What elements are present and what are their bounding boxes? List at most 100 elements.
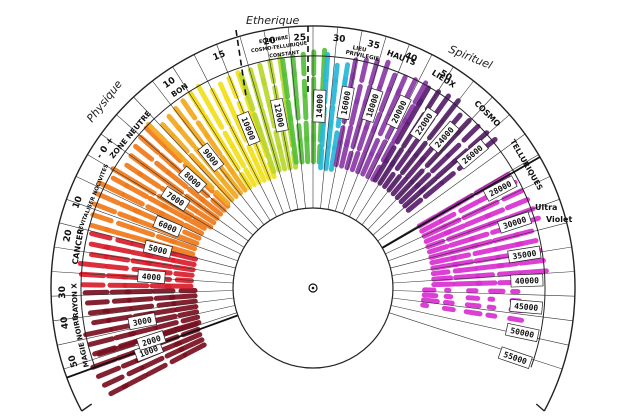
value-box-frame bbox=[336, 85, 355, 121]
value-box: 2000 bbox=[136, 330, 167, 351]
band-stroke bbox=[416, 85, 431, 107]
value-box: 14000 bbox=[312, 89, 327, 123]
zone-ultra-violet-1: Ultra bbox=[535, 203, 557, 212]
value-box: 50000 bbox=[504, 322, 540, 343]
radial-line bbox=[361, 80, 474, 225]
value-box-frame bbox=[409, 106, 439, 142]
band-stroke bbox=[438, 211, 457, 224]
band-stroke bbox=[359, 57, 369, 83]
band-stroke bbox=[453, 273, 481, 280]
band-stroke bbox=[217, 183, 235, 203]
band-stroke bbox=[424, 148, 443, 168]
band-stroke bbox=[91, 317, 112, 326]
band-stroke bbox=[445, 142, 462, 158]
band-stroke bbox=[173, 106, 190, 126]
band-stroke bbox=[469, 231, 490, 242]
band-stroke bbox=[89, 252, 109, 260]
band-stroke bbox=[129, 303, 155, 311]
band-stroke bbox=[431, 281, 456, 288]
band-stroke bbox=[243, 167, 257, 188]
band-stroke bbox=[380, 140, 395, 163]
band-stroke bbox=[328, 104, 336, 128]
label-lieu: LIEU bbox=[352, 45, 367, 54]
band-stroke bbox=[178, 337, 205, 353]
band-stroke bbox=[337, 125, 346, 146]
zone-ultra-violet-2: Violet bbox=[546, 215, 572, 224]
band-stroke bbox=[441, 305, 456, 313]
value-box: 6000 bbox=[152, 215, 183, 238]
band-stroke bbox=[439, 171, 456, 185]
divider-etherique-left bbox=[235, 29, 247, 97]
band-stroke bbox=[143, 125, 167, 148]
band-stroke bbox=[271, 148, 282, 173]
band-stroke bbox=[282, 72, 290, 100]
band-stroke bbox=[273, 129, 282, 150]
band-stroke bbox=[515, 238, 539, 247]
band-stroke bbox=[89, 231, 113, 241]
scale-tick: 40 bbox=[403, 51, 418, 65]
band-stroke bbox=[470, 239, 494, 249]
band-stroke bbox=[105, 273, 128, 280]
band-stroke bbox=[319, 120, 326, 149]
band-stroke bbox=[154, 320, 179, 330]
band-stroke bbox=[444, 223, 467, 236]
band-stroke bbox=[165, 170, 189, 190]
band-stroke bbox=[484, 207, 505, 219]
band-stroke bbox=[276, 144, 288, 172]
band-stroke bbox=[230, 143, 246, 169]
value-box-frame bbox=[510, 273, 544, 288]
band-stroke bbox=[301, 78, 308, 99]
band-stroke bbox=[332, 130, 340, 151]
band-stroke bbox=[218, 81, 231, 103]
band-stroke bbox=[133, 180, 157, 196]
band-stroke bbox=[113, 330, 137, 341]
band-stroke bbox=[475, 280, 498, 286]
band-stroke bbox=[118, 339, 139, 349]
value-box-frame bbox=[270, 97, 289, 133]
scale-tick: 35 bbox=[366, 39, 381, 52]
band-stroke bbox=[369, 138, 380, 157]
band-stroke bbox=[395, 74, 408, 96]
band-stroke bbox=[183, 222, 205, 236]
band-stroke bbox=[110, 166, 138, 185]
value-box-frame bbox=[236, 110, 261, 147]
center-dot bbox=[311, 286, 315, 290]
value-box-label: 3000 bbox=[132, 315, 153, 328]
band-stroke bbox=[475, 272, 495, 279]
band-stroke bbox=[402, 104, 416, 124]
band-stroke bbox=[88, 241, 111, 250]
value-box-label: 14000 bbox=[315, 94, 325, 119]
band-stroke bbox=[452, 266, 478, 274]
band-stroke bbox=[497, 270, 522, 277]
band-stroke bbox=[177, 309, 200, 318]
band-stroke bbox=[147, 195, 169, 210]
band-stroke bbox=[195, 83, 214, 111]
value-box: 16000 bbox=[336, 85, 355, 121]
band-stroke bbox=[133, 143, 155, 162]
band-stroke bbox=[461, 123, 481, 143]
band-stroke bbox=[507, 315, 524, 323]
band-stroke bbox=[389, 147, 404, 168]
band-stroke bbox=[155, 234, 177, 245]
band-stroke bbox=[124, 162, 143, 177]
band-stroke bbox=[163, 144, 183, 164]
band-stroke bbox=[414, 172, 432, 189]
band-stroke bbox=[344, 150, 354, 171]
band-stroke bbox=[173, 271, 195, 278]
radial-line bbox=[392, 297, 573, 322]
label-rayon-x: RAYON X bbox=[70, 282, 80, 318]
band-stroke bbox=[296, 123, 303, 143]
band-stroke bbox=[390, 176, 409, 197]
scale-tick: 10 bbox=[71, 195, 85, 210]
band-stroke bbox=[448, 236, 475, 248]
value-box-frame bbox=[455, 138, 489, 170]
band-stroke bbox=[328, 145, 338, 172]
band-stroke bbox=[145, 362, 168, 377]
band-stroke bbox=[342, 62, 351, 85]
band-stroke bbox=[136, 171, 162, 189]
band-stroke bbox=[140, 355, 165, 370]
zone-etherique: Etherique bbox=[246, 14, 300, 27]
band-stroke bbox=[424, 89, 441, 112]
value-box-frame bbox=[312, 89, 327, 123]
value-box-frame bbox=[197, 142, 225, 173]
